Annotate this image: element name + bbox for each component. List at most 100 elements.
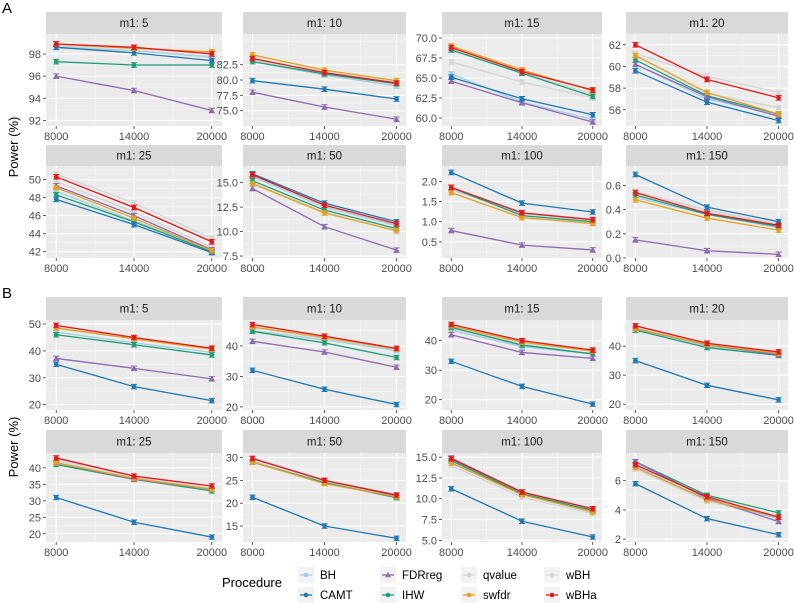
series-camt	[249, 494, 400, 542]
data-point	[250, 181, 255, 186]
legend-item-ihw: IHW	[380, 587, 425, 603]
x-tick-label: 8000	[439, 263, 463, 275]
data-point	[209, 483, 215, 489]
data-point	[633, 172, 638, 177]
y-tick-label: 12.5	[217, 202, 238, 214]
data-point	[704, 340, 710, 346]
legend-item-qvalue: qvalue	[461, 567, 517, 583]
series-wbha	[53, 455, 215, 489]
data-point	[53, 41, 59, 47]
data-point	[633, 481, 638, 486]
data-point	[250, 328, 255, 334]
facet-A-m1150: m1: 150 0.0 0.2 0.4 0.6 8000 14000 20000	[606, 145, 794, 275]
facet-strip	[243, 145, 406, 166]
y-tick-label: 0.6	[606, 180, 621, 192]
series-ihw	[53, 58, 215, 68]
y-tick-label: 1.0	[422, 217, 437, 229]
series-wbha	[448, 456, 596, 512]
data-point	[448, 227, 455, 233]
facet-A-m115: m1: 15 60.0 62.5 65.0 67.5 70.0 8000 14000 20000	[416, 12, 608, 143]
data-point	[589, 119, 596, 125]
facet-B-m150: m1: 50 15 20 25 30 8000 14000 20000	[226, 430, 412, 559]
data-point	[131, 205, 137, 210]
data-point	[590, 347, 596, 353]
data-point	[250, 172, 255, 178]
y-tick-label: 20	[29, 400, 41, 412]
y-tick-label: 70.0	[416, 33, 437, 45]
x-tick-label: 8000	[240, 263, 264, 275]
y-tick-label: 92	[29, 115, 41, 127]
y-tick-label: 50	[29, 175, 41, 187]
data-point	[704, 516, 710, 521]
y-tick-label: 20	[609, 399, 621, 411]
series-camt	[632, 68, 782, 124]
y-tick-label: 10.0	[416, 494, 437, 506]
y-tick-label: 35	[29, 479, 41, 491]
y-tick-label: 4	[615, 505, 621, 517]
y-tick-label: 40	[425, 336, 437, 348]
facet-title: m1: 25	[116, 437, 151, 449]
legend-key-marker	[549, 572, 555, 578]
data-point	[131, 384, 137, 389]
panel-label-B: B	[2, 285, 12, 302]
y-tick-label: 98	[29, 49, 41, 61]
data-point	[322, 70, 327, 75]
facet-B-m120: m1: 20 20 30 40 8000 14000 20000	[609, 297, 794, 427]
facet-B-m125: m1: 25 20 25 30 35 40 8000 14000 20000	[29, 430, 227, 559]
data-point	[589, 246, 596, 253]
data-point	[704, 99, 710, 105]
y-tick-label: 2	[615, 534, 621, 546]
data-point	[519, 210, 525, 216]
y-tick-label: 30	[29, 373, 41, 385]
facet-B-m115: m1: 15 20 30 40 8000 14000 20000	[425, 297, 608, 427]
legend-item-swfdr: swfdr	[461, 587, 511, 603]
data-point	[590, 217, 596, 222]
facet-B-m1100: m1: 100 5.0 7.5 10.0 12.5 15.0 8000 14000 20000	[416, 430, 608, 559]
x-tick-label: 14000	[309, 263, 340, 275]
data-point	[590, 112, 596, 118]
data-point	[250, 78, 255, 83]
x-tick-label: 20000	[196, 547, 227, 559]
data-point	[775, 518, 782, 524]
y-tick-label: 15.0	[416, 452, 437, 464]
data-point	[394, 402, 399, 407]
data-point	[704, 90, 710, 95]
y-tick-label: 0.2	[606, 229, 621, 241]
legend-item-bh: BH	[298, 567, 336, 583]
series-wbha	[249, 55, 400, 86]
legend-key-marker	[466, 572, 472, 578]
y-axis-title: Power (%)	[6, 417, 21, 478]
data-point	[519, 79, 525, 85]
data-point	[776, 223, 781, 228]
data-point	[448, 322, 454, 327]
data-point	[519, 99, 525, 105]
series-fdrreg	[53, 73, 215, 114]
data-point	[519, 384, 525, 389]
data-point	[776, 90, 781, 95]
data-point	[209, 58, 215, 63]
facet-strip	[46, 145, 222, 166]
x-tick-label: 14000	[119, 131, 150, 143]
x-tick-label: 20000	[381, 131, 412, 143]
data-point	[448, 170, 454, 175]
data-point	[448, 359, 454, 364]
facet-title: m1: 100	[501, 437, 543, 449]
data-point	[519, 96, 525, 102]
data-point	[448, 74, 454, 80]
x-tick-label: 14000	[119, 415, 150, 427]
data-point	[249, 338, 256, 344]
data-point	[250, 456, 255, 461]
data-point	[704, 77, 710, 82]
x-tick-label: 14000	[119, 547, 150, 559]
facet-strip	[442, 430, 602, 453]
facet-title: m1: 150	[686, 437, 728, 449]
y-tick-label: 7.5	[223, 251, 238, 263]
data-point	[394, 96, 399, 102]
data-point	[131, 200, 137, 206]
series-camt	[448, 358, 596, 407]
series-camt	[249, 77, 400, 102]
data-point	[208, 375, 215, 382]
x-tick-label: 8000	[240, 131, 264, 143]
x-tick-label: 14000	[507, 547, 538, 559]
